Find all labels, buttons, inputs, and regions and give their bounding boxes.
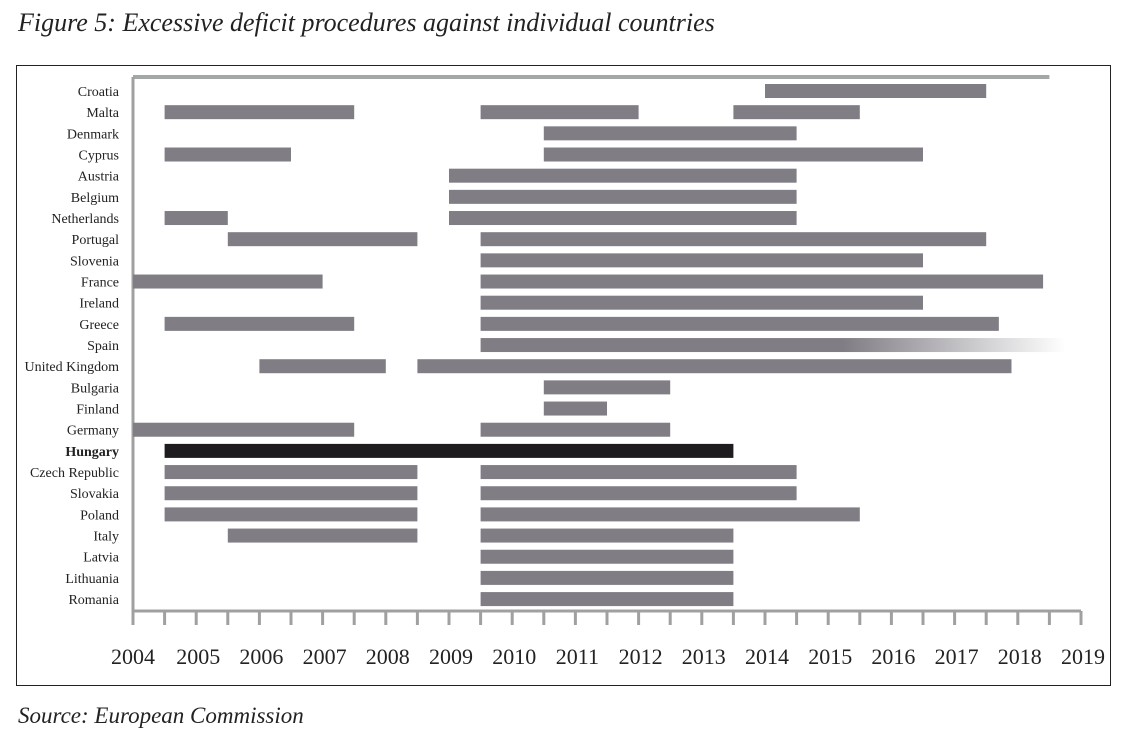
bar-netherlands [449, 211, 797, 226]
bar-italy [227, 528, 418, 543]
x-tick-label: 2018 [998, 644, 1042, 669]
country-label: Netherlands [51, 212, 119, 227]
x-tick-label: 2009 [429, 644, 473, 669]
country-label: Latvia [83, 551, 120, 566]
x-tick-label: 2012 [619, 644, 663, 669]
bar-lithuania [480, 570, 734, 585]
country-label: Poland [80, 508, 119, 523]
bar-netherlands [164, 211, 228, 226]
bar-ireland [480, 295, 923, 310]
bar-bulgaria [543, 380, 671, 395]
bar-latvia [480, 549, 734, 564]
bar-germany [480, 422, 671, 437]
x-tick-label: 2011 [556, 644, 599, 669]
country-label: United Kingdom [25, 360, 120, 375]
bar-united-kingdom [417, 359, 1012, 374]
country-label: Portugal [72, 233, 120, 248]
bar-italy [480, 528, 734, 543]
bar-austria [449, 168, 797, 183]
x-tick-label: 2017 [935, 644, 979, 669]
bar-cyprus [164, 147, 291, 162]
bar-slovakia [164, 486, 418, 501]
country-label: Croatia [78, 85, 120, 100]
country-label: Greece [79, 318, 119, 333]
x-tick-label: 2007 [303, 644, 347, 669]
bar-romania [480, 592, 734, 607]
source-note: Source: European Commission [18, 703, 304, 728]
bar-spain [480, 338, 1066, 353]
country-label: Italy [93, 530, 119, 545]
country-label: Czech Republic [30, 466, 119, 481]
x-tick-label: 2004 [111, 644, 155, 669]
x-tick-label: 2005 [176, 644, 220, 669]
bar-malta [480, 105, 639, 120]
bar-slovenia [480, 253, 923, 268]
x-tick-label: 2015 [808, 644, 852, 669]
x-tick-label: 2006 [239, 644, 283, 669]
figure-title: Figure 5: Excessive deficit procedures a… [18, 8, 715, 37]
chart-frame [16, 65, 1111, 686]
bar-united-kingdom [259, 359, 386, 374]
bar-portugal [480, 232, 987, 247]
bar-denmark [543, 126, 797, 141]
country-label: Austria [78, 170, 120, 185]
country-label: Slovenia [70, 254, 120, 269]
top-line [133, 75, 1050, 79]
country-label: Finland [76, 403, 119, 418]
bar-germany [133, 422, 355, 437]
bar-croatia [765, 84, 987, 98]
bar-czech-republic [164, 465, 418, 480]
bar-poland [480, 507, 860, 522]
country-label: Romania [68, 593, 119, 608]
bar-portugal [227, 232, 418, 247]
x-tick-label: 2008 [366, 644, 410, 669]
x-tick-label: 2014 [745, 644, 789, 669]
bar-hungary [164, 443, 734, 458]
country-label: Lithuania [65, 572, 119, 587]
country-label: Hungary [65, 445, 119, 460]
country-label: Germany [67, 424, 119, 439]
bar-poland [164, 507, 418, 522]
bar-france [133, 274, 323, 289]
country-label: Slovakia [70, 487, 120, 502]
bar-slovakia [480, 486, 797, 501]
x-tick-label: 2013 [682, 644, 726, 669]
x-tick-label: 2010 [492, 644, 536, 669]
bar-czech-republic [480, 465, 797, 480]
bar-belgium [449, 189, 797, 204]
country-label: France [81, 276, 119, 291]
country-label: Spain [87, 339, 119, 354]
x-tick-label: 2019 [1061, 644, 1105, 669]
country-label: Belgium [71, 191, 119, 206]
bar-malta [164, 105, 355, 120]
bar-greece [164, 316, 355, 331]
bar-finland [543, 401, 607, 416]
bar-france [480, 274, 1044, 289]
country-label: Malta [86, 106, 119, 121]
country-label: Bulgaria [71, 381, 120, 396]
country-label: Ireland [79, 297, 119, 312]
bar-malta [733, 105, 860, 120]
country-label: Denmark [67, 127, 119, 142]
bar-cyprus [543, 147, 923, 162]
bar-greece [480, 316, 999, 331]
country-label: Cyprus [79, 149, 119, 164]
x-tick-label: 2016 [871, 644, 915, 669]
